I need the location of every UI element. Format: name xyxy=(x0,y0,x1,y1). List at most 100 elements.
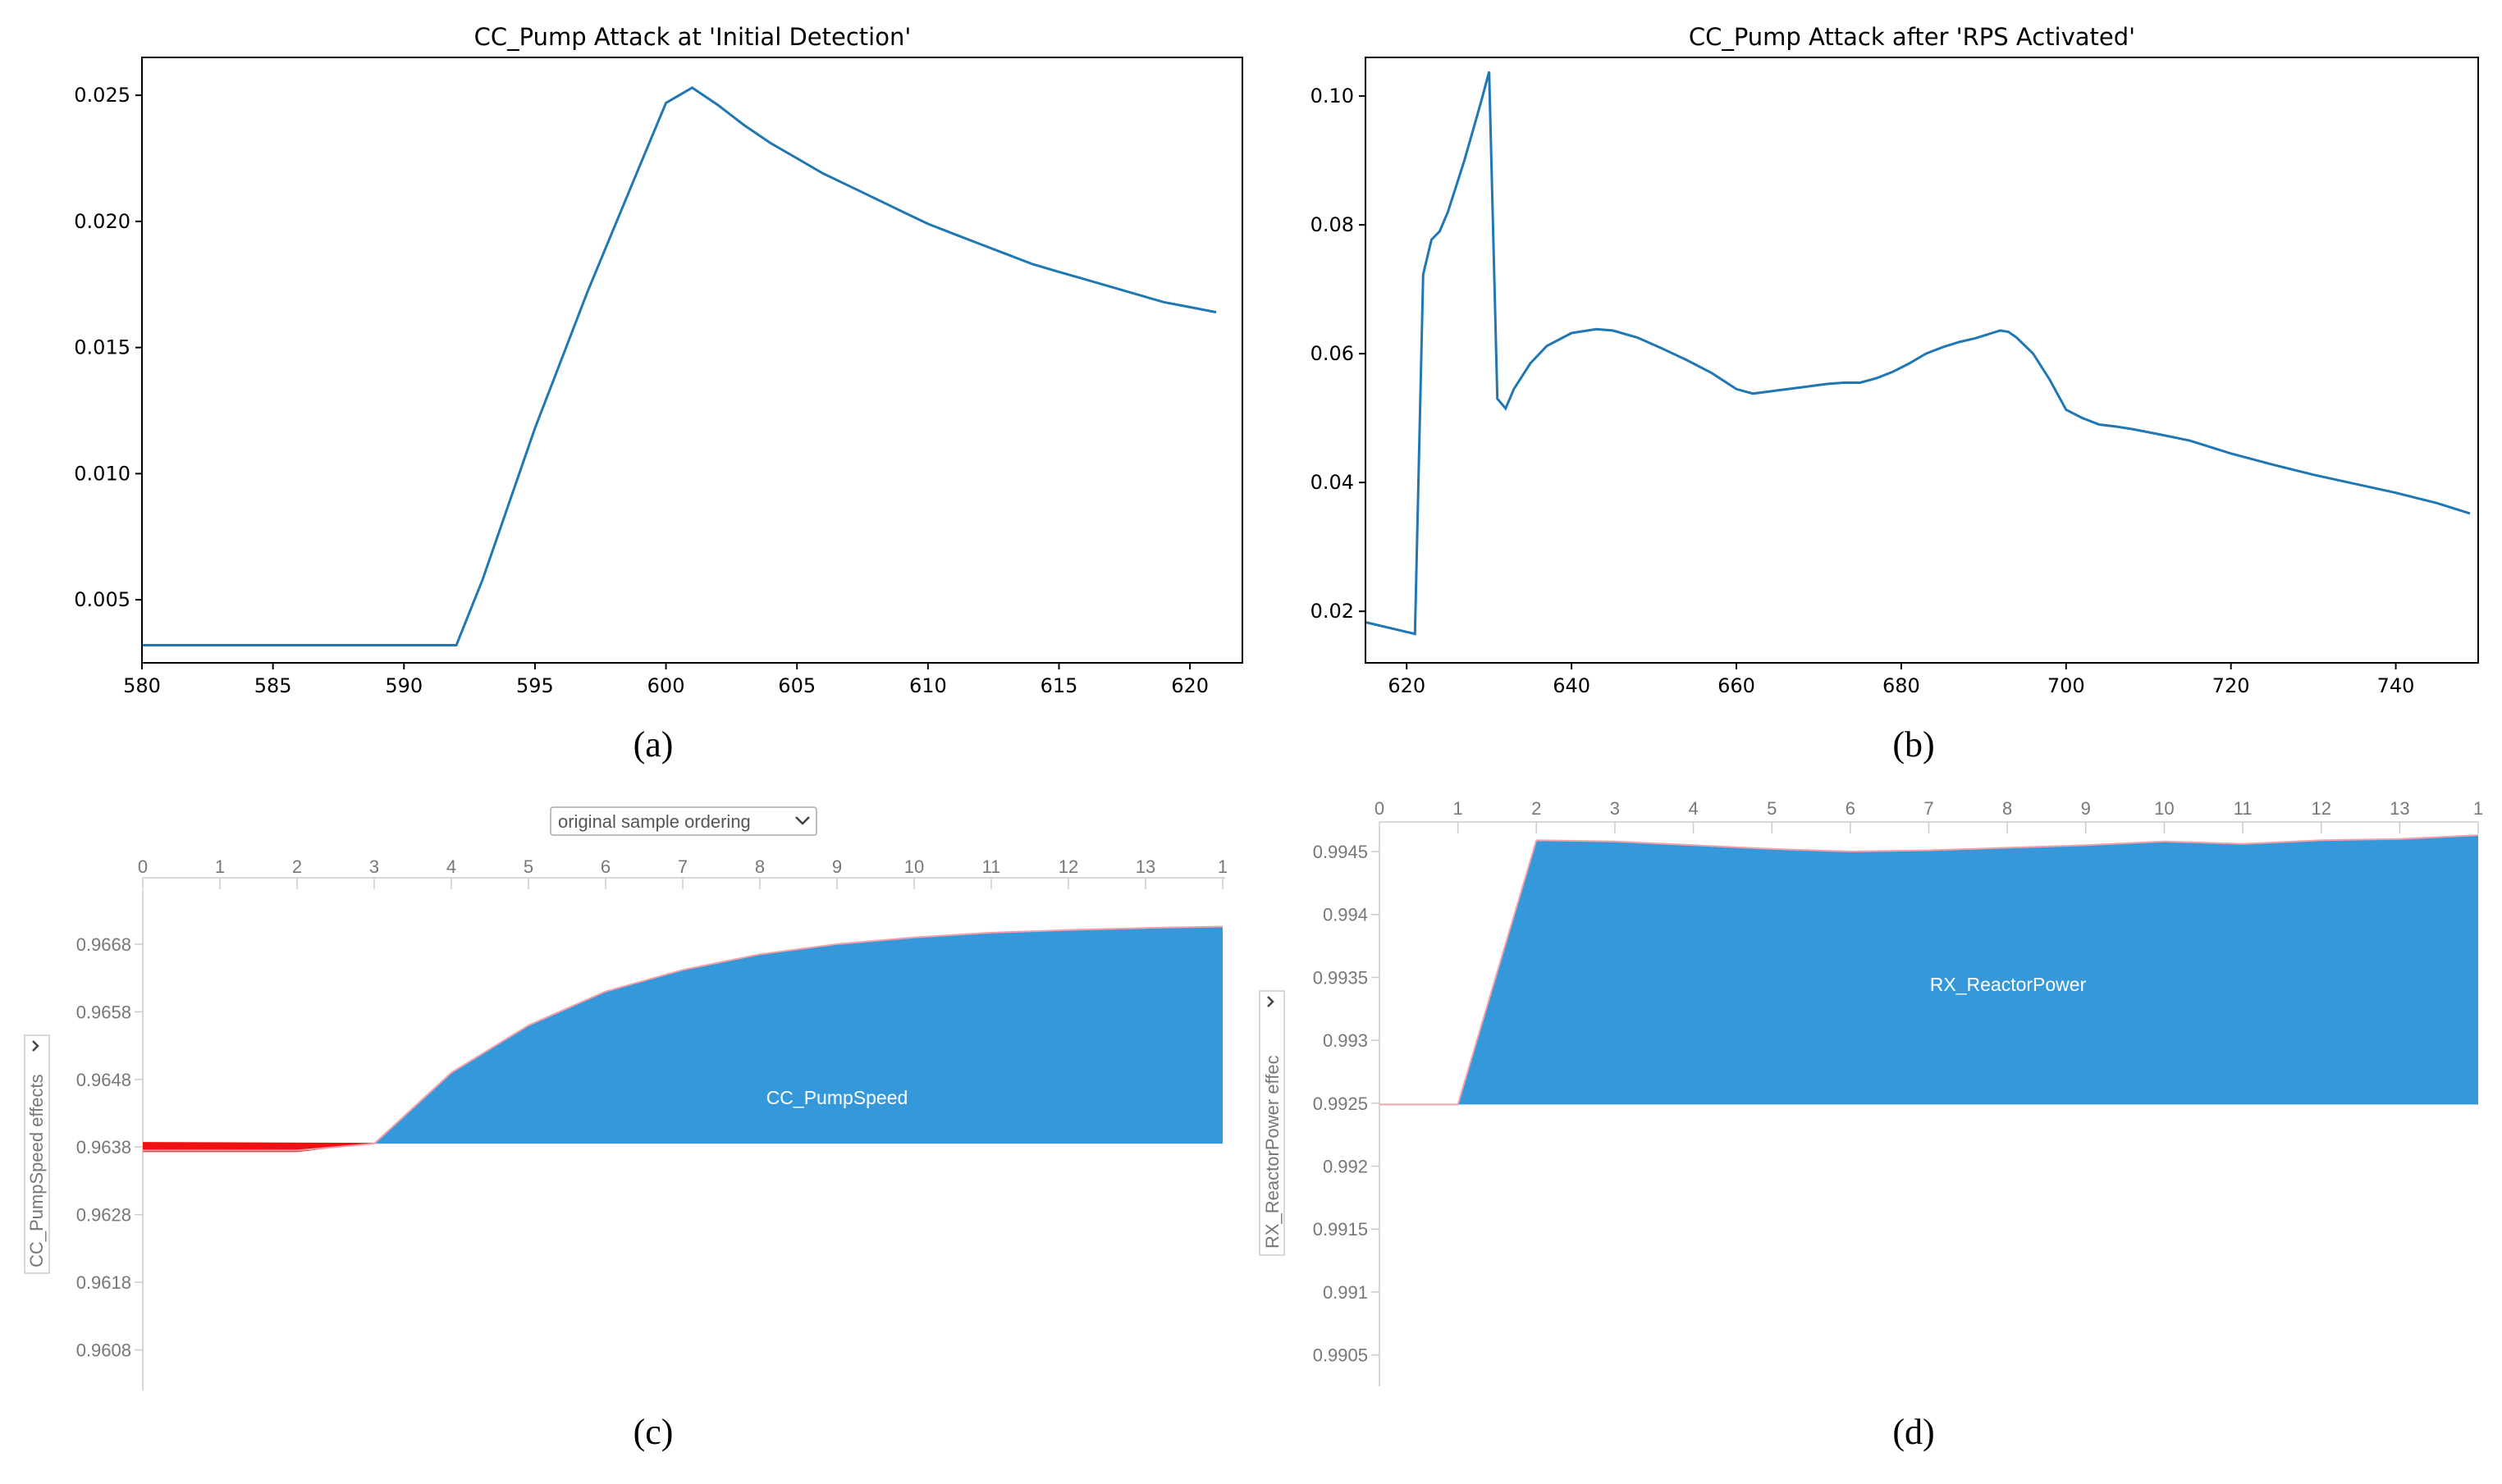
panel-a-ytick-label: 0.020 xyxy=(74,210,130,233)
panel-c-xtick-label: 1 xyxy=(215,856,225,877)
chevron-icon xyxy=(32,1040,39,1052)
panel-a-xtick-label: 615 xyxy=(1041,674,1078,697)
panel-b-series-line xyxy=(1365,71,2471,636)
panel-c-xtick-label: 11 xyxy=(982,856,1001,877)
panel-a-axes-frame xyxy=(141,57,1243,664)
panel-b-ytick-label: 0.04 xyxy=(1310,471,1354,494)
panel-a-line-chart: CC_Pump Attack at 'Initial Detection' 58… xyxy=(74,23,1243,697)
panel-d-ytick-label: 0.994 xyxy=(1323,905,1368,925)
chevron-down-icon xyxy=(795,816,810,825)
panel-c-xtick-label: 10 xyxy=(904,856,924,877)
panel-d-ytick-label: 0.992 xyxy=(1323,1157,1368,1177)
panel-d-xtick-label: 9 xyxy=(2081,798,2091,819)
panel-b-xtick-label: 720 xyxy=(2212,674,2250,697)
panel-c-xtick-label: 7 xyxy=(678,856,688,877)
panel-a-xtick-label: 610 xyxy=(909,674,947,697)
panel-a-xtick-label: 595 xyxy=(516,674,554,697)
panel-c-xtick-label: 3 xyxy=(369,856,379,877)
panel-c-area-chart: original sample ordering 0 1 2 3 4 5 6 7 8 9 10 11 1… xyxy=(24,806,1228,1390)
panel-a-series-line xyxy=(142,86,1217,646)
panel-c-ylabel: CC_PumpSpeed effects xyxy=(26,1074,47,1267)
panel-b-axes-frame xyxy=(1365,57,2479,664)
panel-d-xtick-label: 1 xyxy=(1453,798,1463,819)
panel-d-ytick-label: 0.9905 xyxy=(1313,1345,1368,1366)
panel-b-xtick-label: 700 xyxy=(2047,674,2085,697)
panel-b-line-chart: CC_Pump Attack after 'RPS Activated' 620… xyxy=(1310,23,2479,697)
panel-a-ytick-label: 0.010 xyxy=(74,462,130,485)
panel-c-ytick-label: 0.9668 xyxy=(76,934,131,955)
panel-d-xtick-label: 4 xyxy=(1688,798,1698,819)
panel-d-xtick-label: 5 xyxy=(1767,798,1777,819)
panel-a-xtick-label: 620 xyxy=(1171,674,1209,697)
panel-d-xtick-label: 2 xyxy=(1531,798,1541,819)
panel-a-ytick-label: 0.015 xyxy=(74,336,130,359)
panel-c-area-outline xyxy=(143,925,1224,1152)
panel-c-ytick-label: 0.9638 xyxy=(76,1137,131,1158)
panel-d-ytick-label: 0.991 xyxy=(1323,1282,1368,1303)
caption-b: (b) xyxy=(1892,724,1934,765)
panel-a-ytick-label: 0.025 xyxy=(74,84,130,107)
panel-d-area-chart: 0 1 2 3 4 5 6 7 8 9 10 11 12 13 10.99050.9910.99150.99… xyxy=(1259,798,2483,1386)
panel-b-ytick-label: 0.06 xyxy=(1310,342,1354,365)
caption-d: (d) xyxy=(1892,1412,1934,1452)
panel-b-ytick-label: 0.02 xyxy=(1310,600,1354,623)
panel-d-xtick-label: 7 xyxy=(1923,798,1933,819)
panel-b-ytick-label: 0.08 xyxy=(1310,213,1354,236)
panel-d-area-label: RX_ReactorPower xyxy=(1930,974,2087,995)
panel-a-xtick-label: 605 xyxy=(778,674,816,697)
panel-c-xtick-label: 5 xyxy=(524,856,533,877)
panel-c-xtick-label: 1 xyxy=(1218,856,1228,877)
panel-d-ytick-label: 0.9925 xyxy=(1313,1094,1368,1114)
panel-c-xtick-label: 0 xyxy=(138,856,148,877)
panel-c-xtick-label: 4 xyxy=(446,856,456,877)
sample-ordering-dropdown-label: original sample ordering xyxy=(558,811,751,832)
panel-c-ytick-label: 0.9648 xyxy=(76,1070,131,1090)
panel-c-xtick-label: 2 xyxy=(292,856,302,877)
panel-d-area-fill xyxy=(1379,835,2478,1105)
panel-a-xtick-label: 585 xyxy=(254,674,292,697)
panel-c-xtick-label: 12 xyxy=(1059,856,1078,877)
panel-d-ytick-label: 0.9935 xyxy=(1313,967,1368,988)
panel-d-xtick-label: 10 xyxy=(2154,798,2174,819)
panel-c-ytick-label: 0.9658 xyxy=(76,1002,131,1022)
panel-d-xtick-label: 1 xyxy=(2473,798,2483,819)
caption-c: (c) xyxy=(634,1412,674,1452)
panel-d-ytick-label: 0.993 xyxy=(1323,1030,1368,1051)
panel-d-xtick-label: 12 xyxy=(2311,798,2330,819)
panel-d-xtick-label: 13 xyxy=(2390,798,2409,819)
panel-c-ylabel-dropdown[interactable]: CC_PumpSpeed effects xyxy=(24,1034,50,1274)
panel-c-ytick-label: 0.9618 xyxy=(76,1272,131,1293)
panel-c-xtick-label: 13 xyxy=(1136,856,1155,877)
chevron-icon xyxy=(1267,996,1274,1007)
panel-b-xtick-label: 740 xyxy=(2377,674,2415,697)
panel-b-title: CC_Pump Attack after 'RPS Activated' xyxy=(1689,23,2135,51)
panel-a-title: CC_Pump Attack at 'Initial Detection' xyxy=(474,23,912,51)
panel-b-xtick-label: 660 xyxy=(1718,674,1755,697)
panel-d-xtick-label: 6 xyxy=(1846,798,1855,819)
panel-d-ytick-label: 0.9945 xyxy=(1313,842,1368,862)
panel-c-xtick-label: 6 xyxy=(601,856,611,877)
panel-d-xtick-label: 3 xyxy=(1610,798,1620,819)
panel-b-xtick-label: 620 xyxy=(1388,674,1425,697)
sample-ordering-dropdown[interactable]: original sample ordering xyxy=(550,806,817,836)
panel-c-xtick-label: 8 xyxy=(755,856,765,877)
panel-d-ytick-label: 0.9915 xyxy=(1313,1219,1368,1240)
panel-d-xtick-label: 11 xyxy=(2234,798,2253,819)
panel-c-ytick-label: 0.9628 xyxy=(76,1205,131,1226)
panel-d-ylabel: RX_ReactorPower effec xyxy=(1262,1055,1283,1249)
panel-c-area-label: CC_PumpSpeed xyxy=(766,1087,908,1108)
panel-c-area-fill xyxy=(143,926,1223,1151)
panel-d-ylabel-dropdown[interactable]: RX_ReactorPower effec xyxy=(1259,990,1285,1256)
panel-c-xtick-label: 9 xyxy=(832,856,842,877)
panel-a-xtick-label: 580 xyxy=(123,674,161,697)
caption-a: (a) xyxy=(634,724,674,765)
panel-d-xtick-label: 0 xyxy=(1374,798,1384,819)
panel-c-ytick-label: 0.9608 xyxy=(76,1340,131,1361)
panel-a-ytick-label: 0.005 xyxy=(74,588,130,611)
panel-a-xtick-label: 590 xyxy=(385,674,423,697)
panel-d-xtick-label: 8 xyxy=(2002,798,2012,819)
panel-b-xtick-label: 640 xyxy=(1553,674,1590,697)
panel-a-xtick-label: 600 xyxy=(647,674,685,697)
panel-b-xtick-label: 680 xyxy=(1882,674,1920,697)
